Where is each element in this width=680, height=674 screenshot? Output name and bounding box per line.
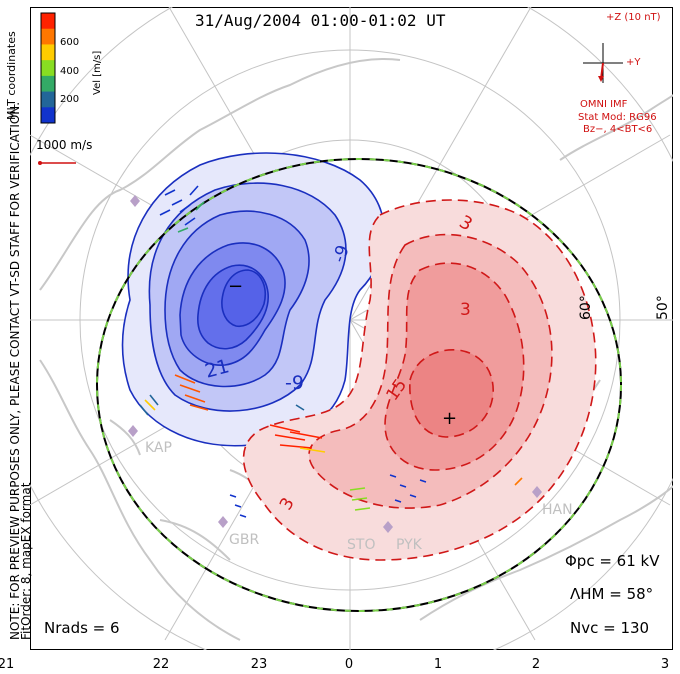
mlt-tick: 2 [531,657,541,672]
cross-polar-potential: Φpc = 61 kV [565,552,660,570]
map-title: 31/Aug/2004 01:00-01:02 UT [195,11,446,30]
mlt-tick: 1 [433,657,443,672]
vector-count: Nvc = 130 [570,619,650,637]
latitude-label-50: 50° [655,295,671,320]
imf-model: Stat Mod: RG96 [578,112,657,123]
negative-cell [121,152,386,447]
colorbar-segment [41,60,55,77]
hm-boundary [96,158,622,612]
negative-potential-min: − [228,276,244,297]
colorbar-tick: 400 [60,66,80,77]
station-label: PYK [396,537,422,553]
colorbar-tick: 600 [60,37,80,48]
colorbar-segment [41,91,55,108]
mlt-tick: 21 [0,657,15,672]
colorbar-segment [41,75,55,93]
colorbar-outline [40,12,56,124]
hm-latitude: ΛHM = 58° [570,585,654,603]
map-frame [30,7,673,650]
imf-source: OMNI IMF [580,99,628,110]
mlt-tick: 0 [344,657,354,672]
imf-y-label: +Y [626,57,641,68]
mlt-tick: 23 [250,657,268,672]
mlt-tick: 22 [152,657,170,672]
contour-label: -9 [285,372,304,394]
station-markers [128,195,542,533]
fit-order: FitOrder: 8, mapEX format [19,482,33,640]
imf-condition: Bz−, 4<BT<6 [583,124,653,135]
station-label: STO [347,537,376,553]
colorbar-label: Vel [m/s] [92,50,103,95]
contour-label: 3 [460,300,471,320]
imf-z-label: +Z (10 nT) [606,12,661,23]
positive-cell [242,199,597,561]
station-label: GBR [229,532,260,548]
imf-dial [583,43,623,83]
colorbar-segment [41,13,55,30]
velocity-colorbar [40,12,56,124]
colorbar-tick: 200 [60,94,80,105]
velocity-vectors [38,161,523,518]
colorbar-segment [41,44,55,61]
latitude-label-60: 60° [578,295,594,320]
colorbar-segment [41,28,55,45]
station-label: HAN [542,502,573,518]
station-label: KAP [145,440,172,456]
coordinates-label: MLT coordinates [5,31,18,120]
reference-vector-label: 1000 m/s [36,138,93,152]
radar-count: Nrads = 6 [44,619,120,637]
colorbar-segment [41,107,55,124]
positive-potential-max: + [442,408,458,429]
mlt-tick: 3 [660,657,670,672]
